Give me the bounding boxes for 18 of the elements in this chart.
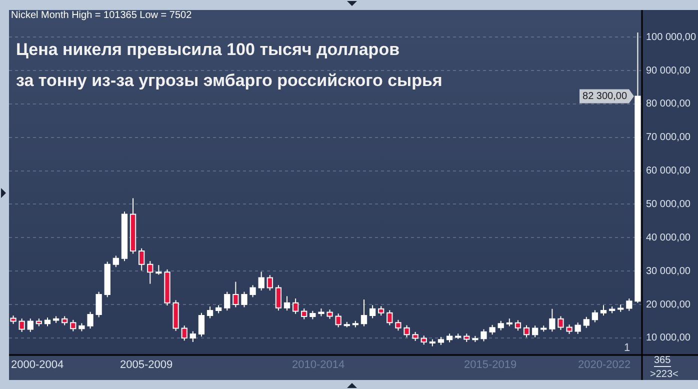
text: 2000-2004 — [11, 359, 64, 371]
y-tick-label: 50 000,00 — [646, 198, 691, 210]
annotation: 1 — [624, 342, 630, 354]
text: >223< — [650, 369, 678, 380]
y-tick-label: 60 000,00 — [646, 166, 691, 177]
y-tick-label: 70 000,00 — [646, 132, 691, 144]
y-tick-label: 90 000,00 — [646, 65, 691, 76]
annotation: 82 300,00 — [582, 91, 628, 102]
y-tick-label: 40 000,00 — [646, 232, 691, 244]
y-tick-label: 80 000,00 — [646, 98, 691, 110]
y-tick-label: 100 000,00 — [646, 32, 696, 43]
chart-subtitle: Nickel Month High = 101365 Low = 7502 — [11, 10, 192, 21]
y-tick-label: 10 000,00 — [646, 332, 691, 344]
text: 365 — [654, 355, 671, 367]
y-tick-label: 20 000,00 — [646, 299, 691, 310]
text: 2005-2009 — [120, 359, 173, 371]
text: Цена никеля превысила 100 тысяч долларов за тонну из-за угрозы эмбарго российского сырья — [16, 39, 442, 92]
y-tick-label: 30 000,00 — [646, 266, 691, 277]
